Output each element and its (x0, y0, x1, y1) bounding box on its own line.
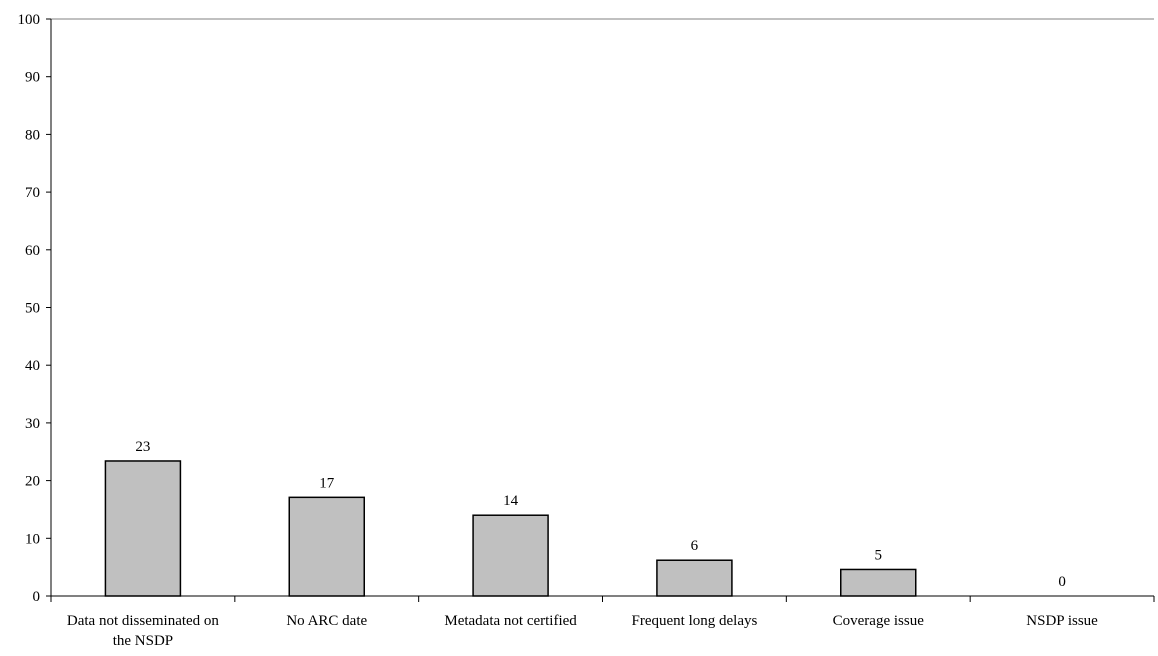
y-tick-label: 10 (25, 531, 40, 547)
data-label-3: 6 (691, 538, 699, 554)
y-tick-label: 40 (25, 358, 40, 374)
data-label-5: 0 (1058, 574, 1066, 590)
data-label-2: 14 (503, 493, 519, 509)
bar-3 (656, 559, 733, 597)
category-label-1: No ARC date (286, 613, 367, 629)
data-label-1: 17 (319, 475, 335, 491)
bar-1 (288, 496, 365, 597)
category-label-0-line-0: Data not disseminated on (67, 613, 220, 629)
y-tick-label: 60 (25, 243, 40, 259)
y-tick-label: 70 (25, 185, 40, 201)
bar-0 (104, 460, 182, 597)
category-label-0-line-1: the NSDP (113, 633, 173, 649)
category-label-2: Metadata not certified (444, 613, 577, 629)
y-tick-label: 30 (25, 416, 40, 432)
data-label-0: 23 (135, 439, 150, 455)
y-tick-label: 20 (25, 474, 40, 490)
y-tick-label: 80 (25, 127, 40, 143)
data-label-4: 5 (875, 547, 883, 563)
category-label-5: NSDP issue (1026, 613, 1098, 629)
y-tick-label: 0 (33, 589, 41, 605)
bars-group (104, 460, 917, 597)
y-tick-label: 90 (25, 70, 40, 86)
category-label-3: Frequent long delays (632, 613, 758, 629)
y-tick-label: 100 (18, 12, 41, 28)
labels-group: 23 Data not disseminated on the NSDP 17 No A… (67, 439, 1098, 649)
y-tick-label: 50 (25, 301, 40, 317)
category-label-4: Coverage issue (833, 613, 925, 629)
bar-2 (472, 514, 549, 597)
bar-4 (840, 568, 917, 597)
